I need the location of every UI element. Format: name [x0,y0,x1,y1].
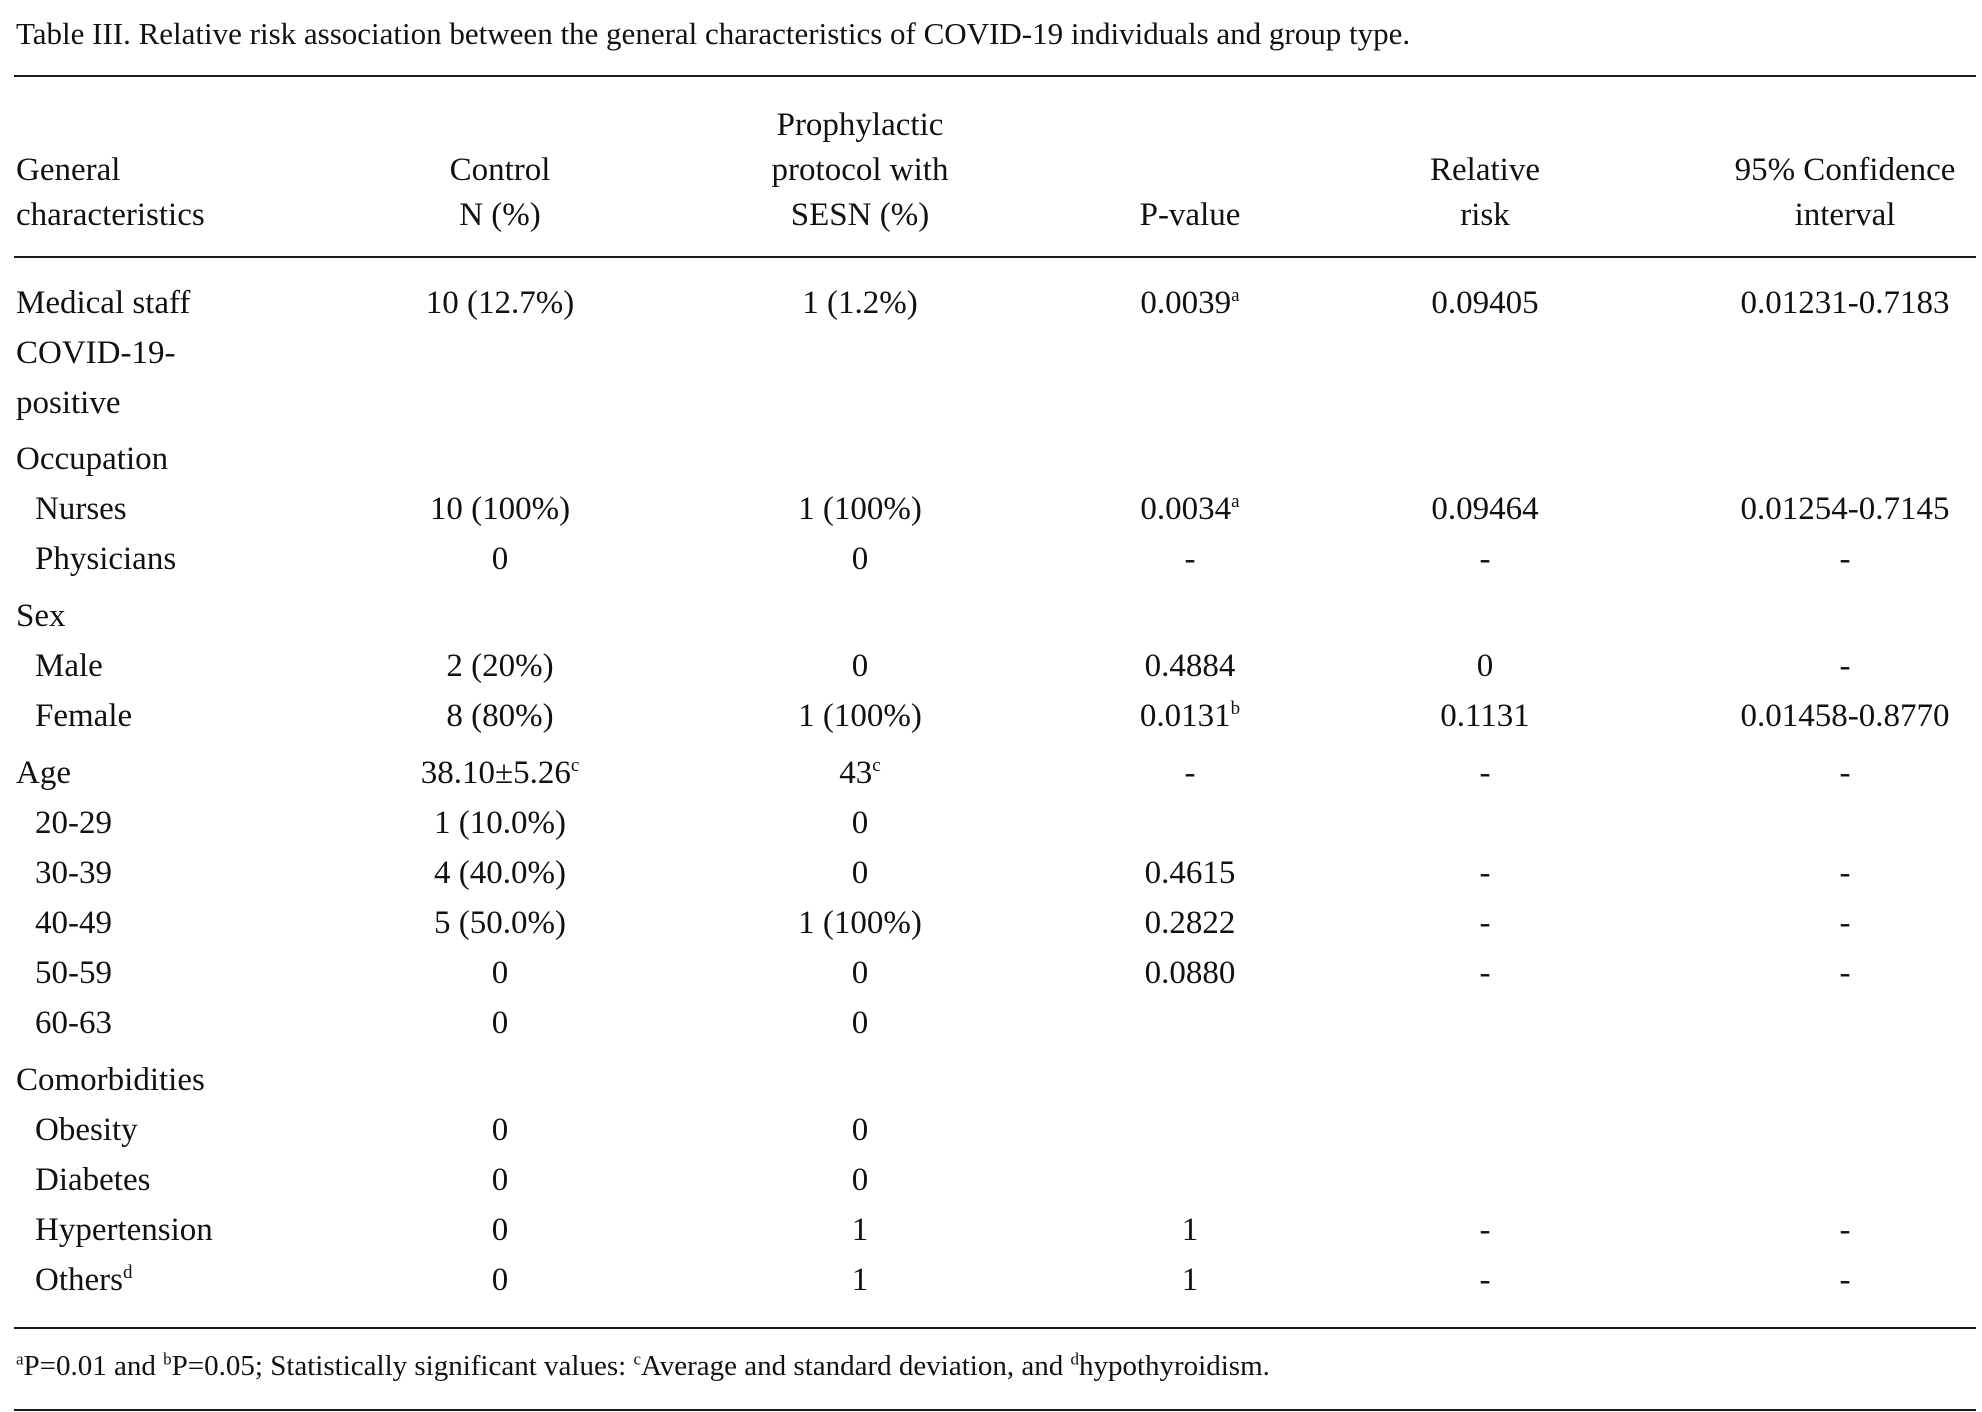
row-label: Diabetes [35,1162,151,1198]
relative-risk-cell: 0 [1476,648,1494,684]
table-footnote: aP=0.01 and bP=0.05; Statistically signi… [16,1349,1270,1382]
relative-risk-cell: - [1479,541,1491,577]
p-value-cell: 0.2822 [1144,905,1236,941]
row-label: COVID-19- [16,335,176,371]
control-cell: 5 (50.0%) [434,905,566,941]
bottom-rule [14,1327,1976,1329]
control-cell: 8 (80%) [446,698,554,734]
control-cell: 0 [491,1112,509,1148]
control-cell: 10 (100%) [429,491,571,527]
sesn-cell: 0 [851,1112,869,1148]
p-value-cell: 0.4884 [1144,648,1236,684]
row-label: 30-39 [35,855,112,891]
ci-cell: - [1839,541,1851,577]
control-cell: 1 (10.0%) [434,805,566,841]
header-p-value: P-value [1139,197,1241,233]
row-label: 40-49 [35,905,112,941]
sesn-cell: 43c [839,755,881,791]
p-value-cell: 1 [1181,1262,1199,1298]
sesn-cell: 1 [851,1212,869,1248]
ci-cell: - [1839,1262,1851,1298]
sesn-cell: 0 [851,805,869,841]
ci-cell: - [1839,755,1851,791]
control-cell: 0 [491,955,509,991]
ci-cell: 0.01458-0.8770 [1740,698,1950,734]
sesn-cell: 0 [851,1162,869,1198]
ci-cell: - [1839,855,1851,891]
relative-risk-cell: 0.09464 [1431,491,1539,527]
control-cell: 0 [491,541,509,577]
row-label: Obesity [35,1112,138,1148]
section-label-age: Age [16,755,71,791]
header-general-characteristics: General characteristics [16,152,205,233]
header-relative-risk: Relative risk [1430,152,1540,233]
table-caption: Table III. Relative risk association bet… [16,16,1411,51]
p-value-cell: 0.0131b [1139,698,1241,734]
p-value-cell: 0.0880 [1144,955,1236,991]
p-value-cell: 1 [1181,1212,1199,1248]
sesn-cell: 0 [851,855,869,891]
ci-cell: - [1839,1212,1851,1248]
row-label: 50-59 [35,955,112,991]
relative-risk-cell: - [1479,1212,1491,1248]
sesn-cell: 0 [851,541,869,577]
sesn-cell: 0 [851,1005,869,1041]
sesn-cell: 1 (100%) [798,491,922,527]
row-label: Hypertension [35,1212,213,1248]
ci-cell: - [1839,905,1851,941]
ci-cell: - [1839,648,1851,684]
relative-risk-cell: - [1479,855,1491,891]
header-rule [14,256,1976,258]
section-label-occupation: Occupation [16,441,169,477]
control-cell: 0 [491,1212,509,1248]
row-label: Othersd [35,1262,133,1298]
row-label: 60-63 [35,1005,112,1041]
control-cell: 2 (20%) [446,648,554,684]
control-cell: 0 [491,1262,509,1298]
relative-risk-cell: 0.09405 [1431,285,1539,321]
section-label-comorbidities: Comorbidities [16,1062,205,1098]
p-value-cell: 0.0039a [1140,285,1240,321]
sesn-cell: 1 [851,1262,869,1298]
ci-cell: 0.01254-0.7145 [1740,491,1950,527]
p-value-cell: - [1184,755,1196,791]
relative-risk-cell: - [1479,955,1491,991]
row-label: Male [35,648,103,684]
header-control: Control N (%) [449,152,551,233]
row-label: positive [16,385,121,421]
ci-cell: 0.01231-0.7183 [1740,285,1950,321]
sesn-cell: 0 [851,955,869,991]
row-label: Medical staff [16,285,191,321]
ci-cell: - [1839,955,1851,991]
control-cell: 10 (12.7%) [425,285,575,321]
control-cell: 0 [491,1162,509,1198]
relative-risk-cell: 0.1131 [1440,698,1530,734]
sesn-cell: 1 (100%) [798,698,922,734]
relative-risk-cell: - [1479,755,1491,791]
sesn-cell: 1 (1.2%) [802,285,918,321]
top-rule [14,75,1976,77]
end-rule [14,1409,1976,1411]
control-cell: 0 [491,1005,509,1041]
sesn-cell: 1 (100%) [798,905,922,941]
row-label: Physicians [35,541,177,577]
header-confidence-interval: 95% Confidence interval [1734,152,1956,233]
relative-risk-cell: - [1479,1262,1491,1298]
sesn-cell: 0 [851,648,869,684]
section-label-sex: Sex [16,598,66,634]
header-prophylactic-protocol: Prophylactic protocol with SESN (%) [771,107,949,233]
p-value-cell: 0.4615 [1144,855,1236,891]
row-label: Nurses [35,491,127,527]
p-value-cell: - [1184,541,1196,577]
p-value-cell: 0.0034a [1140,491,1240,527]
row-label: Female [35,698,133,734]
control-cell: 38.10±5.26c [420,755,580,791]
relative-risk-cell: - [1479,905,1491,941]
control-cell: 4 (40.0%) [434,855,566,891]
row-label: 20-29 [35,805,112,841]
